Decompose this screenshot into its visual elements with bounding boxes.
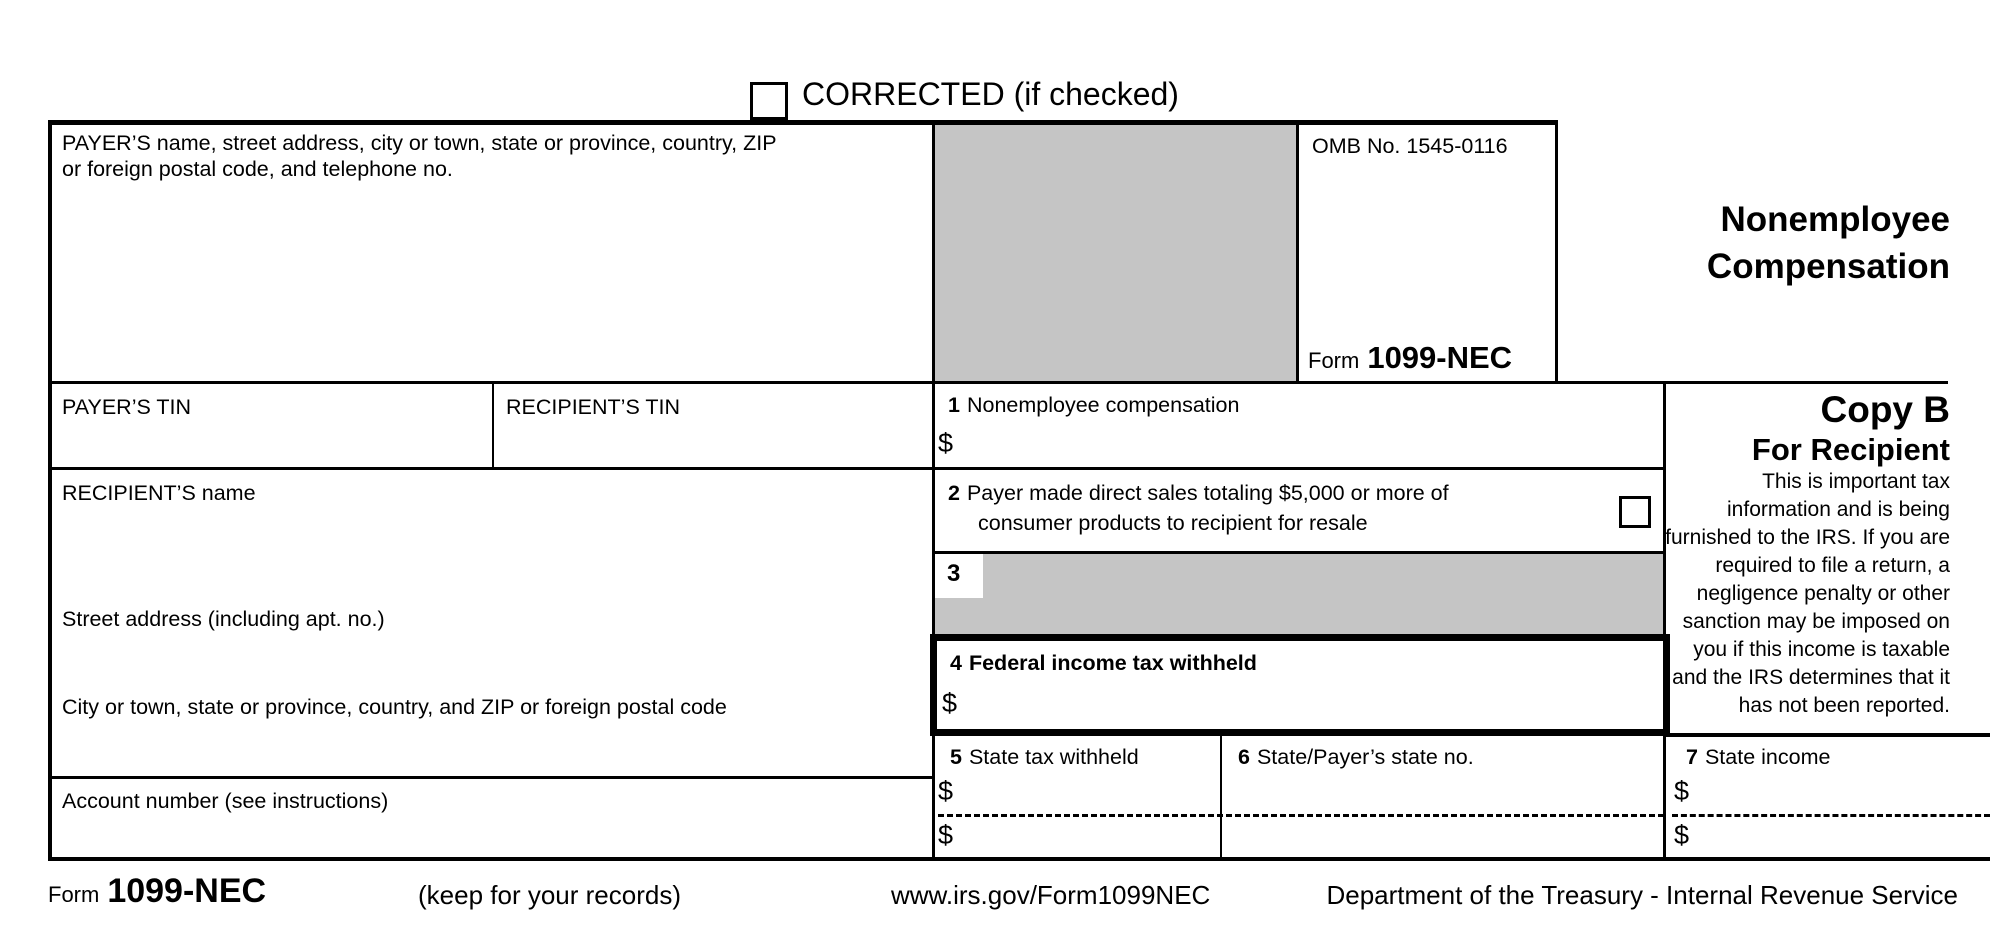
box5-amount-field-bottom[interactable]: $ (938, 820, 1216, 854)
box4-label: 4 Federal income tax withheld (950, 650, 1257, 676)
box7-label: 7 State income (1686, 744, 1830, 770)
box6-label: 6 State/Payer’s state no. (1238, 744, 1474, 770)
footer-form-number-text: 1099-NEC (107, 872, 267, 910)
copy-b-notice-line: sanction may be imposed on (1682, 610, 1950, 633)
copy-b-notice-line: negligence penalty or other (1696, 582, 1950, 605)
form-number: 1099-NEC (1367, 340, 1513, 375)
border-omb-right (1555, 120, 1558, 383)
border-bottom (48, 857, 1990, 861)
box2-checkbox[interactable] (1619, 496, 1651, 528)
payer-tin-field[interactable] (54, 424, 490, 464)
box7-label-text: State income (1704, 745, 1831, 769)
border-top (48, 120, 1558, 125)
copy-b-notice-line: information and is being (1727, 498, 1950, 521)
dashed-line-box7 (1672, 814, 1990, 817)
box6-number: 6 (1238, 745, 1250, 769)
box3-number-cell: 3 (935, 554, 983, 598)
box1-label: 1 Nonemployee compensation (948, 392, 1239, 418)
form-title-line2: Compensation (1706, 247, 1950, 286)
box7-number: 7 (1686, 745, 1698, 769)
box1-amount-field[interactable]: $ (938, 428, 1662, 466)
footer-form-word: Form (48, 882, 100, 907)
omb-number: OMB No. 1545-0116 (1312, 134, 1508, 158)
recipient-name-field[interactable] (54, 512, 928, 600)
footer-department: Department of the Treasury - Internal Re… (1326, 880, 1958, 910)
form-title-line1: Nonemployee (1720, 200, 1951, 239)
copy-b-block: Copy B For Recipient This is important t… (1665, 388, 1950, 720)
box2-label-text1: Payer made direct sales totaling $5,000 … (966, 481, 1449, 505)
line-account-top (48, 776, 935, 779)
box5-amount-field-top[interactable]: $ (938, 776, 1216, 812)
box4-frame (930, 634, 1670, 736)
footer-keep-note: (keep for your records) (418, 880, 681, 910)
box5-label-text: State tax withheld (968, 745, 1139, 769)
box5-dollar-sign-bottom: $ (938, 820, 954, 850)
line-tin-bottom (48, 467, 1666, 470)
account-number-label: Account number (see instructions) (62, 789, 389, 813)
street-address-label: Street address (including apt. no.) (62, 607, 385, 631)
city-label: City or town, state or province, country… (62, 695, 727, 719)
copy-b-title: Copy B (1820, 389, 1951, 430)
box4-label-text: Federal income tax withheld (968, 651, 1257, 675)
payer-label-line1: PAYER’S name, street address, city or to… (62, 131, 777, 155)
recipient-tin-label: RECIPIENT’S TIN (506, 395, 681, 419)
city-field[interactable] (54, 724, 928, 772)
copy-b-notice-line: you if this income is taxable (1693, 638, 1950, 661)
footer-irs-url: www.irs.gov/Form1099NEC (891, 880, 1211, 910)
copy-b-notice-line: furnished to the IRS. If you are (1665, 526, 1950, 549)
line-box2-bottom (932, 551, 1666, 554)
box6-label-text: State/Payer’s state no. (1256, 745, 1474, 769)
box6-state-number-field[interactable] (1230, 776, 1660, 854)
box1-number: 1 (948, 393, 960, 417)
box2-number: 2 (948, 481, 960, 505)
omb-form-number: Form 1099-NEC (1308, 340, 1512, 376)
corrected-label: CORRECTED (if checked) (802, 76, 1179, 112)
box4-dollar-sign: $ (942, 688, 958, 718)
copy-b-notice-line: This is important tax (1762, 470, 1950, 493)
divider-year-omb (1296, 120, 1299, 383)
box5-number: 5 (950, 745, 962, 769)
form-title: Nonemployee Compensation (1707, 196, 1950, 290)
payer-info-field[interactable] (54, 188, 928, 378)
box5-dollar-sign-top: $ (938, 776, 954, 806)
divider-box5-box6 (1220, 735, 1222, 857)
form-word: Form (1308, 348, 1360, 373)
box4-number: 4 (950, 651, 962, 675)
box5-label: 5 State tax withheld (950, 744, 1139, 770)
recipient-name-label: RECIPIENT’S name (62, 481, 256, 505)
account-number-field[interactable] (54, 818, 928, 854)
divider-tin (492, 383, 494, 467)
payer-tin-label: PAYER’S TIN (62, 395, 192, 419)
line-header-bottom (48, 381, 1948, 384)
shaded-year-area (935, 125, 1296, 381)
copy-b-subtitle: For Recipient (1751, 432, 1950, 467)
dashed-line-box56 (938, 814, 1664, 817)
copy-b-notice-line: and the IRS determines that it (1672, 666, 1950, 689)
copy-b-notice-line: has not been reported. (1738, 694, 1950, 717)
box7-dollar-sign-top: $ (1674, 776, 1690, 806)
divider-copyb (1663, 381, 1666, 860)
box2-label-line2: consumer products to recipient for resal… (978, 511, 1368, 535)
footer-form-number: Form 1099-NEC (48, 872, 266, 911)
recipient-tin-field[interactable] (498, 424, 928, 464)
street-address-field[interactable] (54, 636, 928, 688)
box7-amount-field-bottom[interactable]: $ (1674, 820, 1986, 854)
box1-dollar-sign: $ (938, 428, 954, 458)
box3-number: 3 (947, 560, 961, 587)
payer-label-line2: or foreign postal code, and telephone no… (62, 157, 453, 181)
box7-dollar-sign-bottom: $ (1674, 820, 1690, 850)
box2-label-line1: 2 Payer made direct sales totaling $5,000… (948, 480, 1449, 506)
copy-b-notice-line: required to file a return, a (1715, 554, 1950, 577)
box3-shaded-area (935, 554, 1663, 638)
box4-amount-field[interactable]: $ (942, 688, 1652, 726)
corrected-checkbox[interactable] (750, 82, 788, 120)
divider-left-middle (932, 120, 935, 860)
box7-amount-field-top[interactable]: $ (1674, 776, 1986, 812)
box1-label-text: Nonemployee compensation (966, 393, 1240, 417)
line-box7-top (1663, 733, 1990, 737)
border-left (48, 120, 52, 860)
